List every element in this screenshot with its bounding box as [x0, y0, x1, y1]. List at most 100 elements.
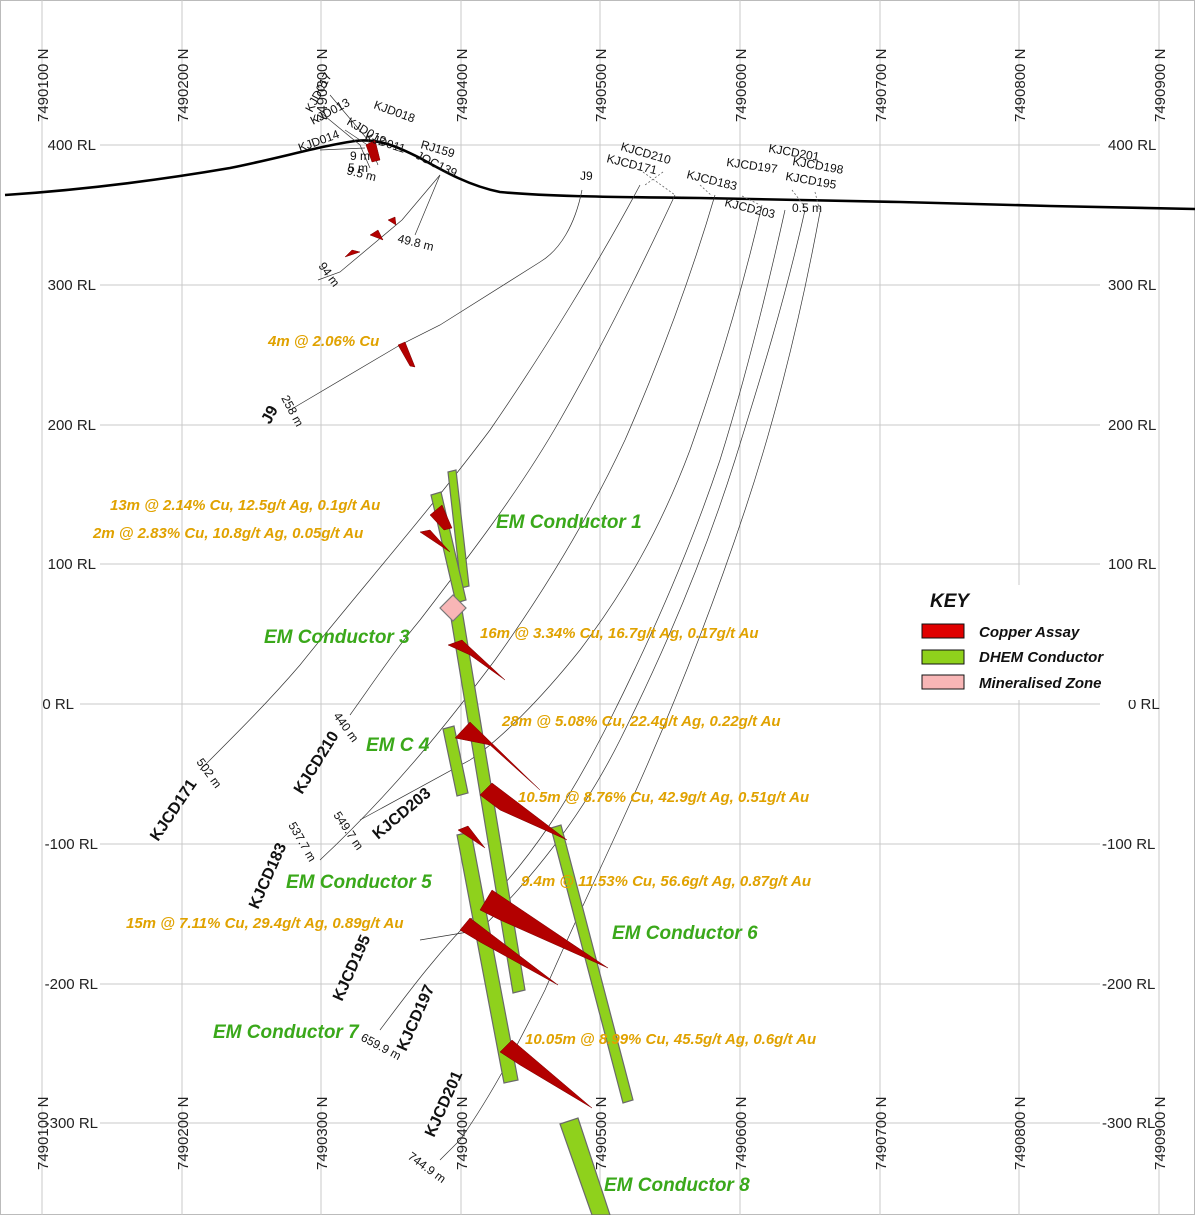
- depth-label: 549.7 m: [331, 809, 367, 853]
- em-conductor-8-plate: [559, 1117, 611, 1215]
- copper-assay: [454, 721, 541, 791]
- northing-label: 7490600 N: [733, 49, 750, 122]
- copper-assay: [419, 529, 451, 553]
- hole-tag-kjcd195: KJCD195: [330, 932, 374, 1003]
- assay-label: 9.4m @ 11.53% Cu, 56.6g/t Ag, 0.87g/t Au: [521, 873, 811, 890]
- northing-label: 7490200 N: [175, 49, 192, 122]
- drill-hole-trace: [319, 147, 366, 151]
- rl-labels-right: 400 RL 300 RL 200 RL 100 RL 0 RL -100 RL…: [1102, 137, 1160, 1132]
- copper-assays: [344, 139, 609, 1109]
- drill-hole-trace: [439, 211, 821, 1161]
- legend-swatch-copper: [921, 623, 965, 639]
- surface-line: [4, 139, 1195, 211]
- northing-label: 7490600 N: [733, 1097, 750, 1170]
- drill-hole-trace: [349, 194, 676, 716]
- northing-label: 7490700 N: [873, 49, 890, 122]
- legend: KEY Copper Assay DHEM Conductor Minerali…: [910, 585, 1140, 700]
- northing-label: 7490400 N: [454, 1097, 471, 1170]
- copper-assay: [459, 917, 559, 986]
- northing-label: 7490500 N: [593, 49, 610, 122]
- legend-label-mineralised: Mineralised Zone: [979, 675, 1102, 692]
- depth-label: 0.5 m: [792, 201, 822, 215]
- em-conductor-6-label: EM Conductor 6: [612, 923, 758, 944]
- hole-tag-kjcd183: KJCD183: [246, 840, 290, 911]
- mineralised-zone: [439, 594, 467, 622]
- rl-grid: [80, 144, 1100, 1124]
- assay-label: 10.05m @ 8.99% Cu, 45.5g/t Ag, 0.6g/t Au: [525, 1031, 816, 1048]
- em-conductor-5-label: EM Conductor 5: [286, 872, 432, 893]
- drill-hole-trace: [359, 204, 763, 821]
- copper-assay: [479, 889, 609, 969]
- northing-label: 7490500 N: [593, 1097, 610, 1170]
- rl-label: -300 RL: [1102, 1115, 1155, 1132]
- copper-assay: [369, 229, 384, 241]
- northing-labels-top: 7490100 N 7490200 N 7490300 N 7490400 N …: [35, 49, 1169, 122]
- copper-assay: [344, 249, 361, 258]
- em-conductor-7-label: EM Conductor 7: [213, 1022, 360, 1043]
- legend-label-dhem: DHEM Conductor: [979, 649, 1104, 666]
- drill-hole-trace: [317, 174, 441, 281]
- rl-label: 300 RL: [48, 277, 96, 294]
- rl-label: 0 RL: [42, 696, 74, 713]
- hole-tag-kjcd210: KJCD210: [291, 728, 343, 797]
- depth-label: 258 m: [278, 393, 306, 429]
- rl-label: 300 RL: [1108, 277, 1156, 294]
- rl-labels-left: 400 RL 300 RL 200 RL 100 RL 0 RL -100 RL…: [42, 137, 98, 1132]
- depth-label: 9 m: [350, 149, 370, 163]
- depth-label: 5 m: [348, 161, 368, 175]
- rl-label: 100 RL: [1108, 556, 1156, 573]
- hole-label: KJD014: [296, 127, 341, 155]
- em-conductor-1-plate: [447, 469, 470, 589]
- em-conductor-1-label: EM Conductor 1: [496, 512, 642, 533]
- rl-label: 100 RL: [48, 556, 96, 573]
- dhem-conductors: [430, 469, 634, 1215]
- hole-tag-kjcd197: KJCD197: [394, 982, 438, 1053]
- drill-hole-trace: [289, 189, 583, 411]
- northing-label: 7490700 N: [873, 1097, 890, 1170]
- northing-label: 7490100 N: [35, 49, 52, 122]
- legend-swatch-dhem: [921, 649, 965, 665]
- depth-label: 744.9 m: [405, 1149, 448, 1186]
- northing-label: 7490100 N: [35, 1097, 52, 1170]
- hole-label: J9: [580, 169, 593, 183]
- hole-label: KJCD197: [726, 155, 779, 176]
- assay-label: 13m @ 2.14% Cu, 12.5g/t Ag, 0.1g/t Au: [110, 497, 380, 514]
- legend-label-copper: Copper Assay: [979, 624, 1080, 641]
- hole-label: KJCD183: [685, 167, 739, 193]
- northing-label: 7490900 N: [1152, 1097, 1169, 1170]
- copper-assay: [429, 504, 453, 531]
- hole-tag-j9: J9: [259, 403, 282, 427]
- assay-label: 28m @ 5.08% Cu, 22.4g/t Ag, 0.22g/t Au: [501, 713, 781, 730]
- em-conductor-8-label: EM Conductor 8: [604, 1175, 750, 1196]
- rl-label: 400 RL: [1108, 137, 1156, 154]
- copper-assay: [387, 216, 397, 226]
- depth-label: 537.7 m: [285, 820, 319, 865]
- northing-label: 7490300 N: [314, 49, 331, 122]
- conductor-labels: EM Conductor 1 EM Conductor 3 EM C 4 EM …: [213, 512, 758, 1196]
- assay-label: 10.5m @ 8.76% Cu, 42.9g/t Ag, 0.51g/t Au: [518, 789, 809, 806]
- depth-label: 9.5 m: [345, 163, 378, 184]
- assay-label: 4m @ 2.06% Cu: [267, 333, 379, 350]
- assay-label: 15m @ 7.11% Cu, 29.4g/t Ag, 0.89g/t Au: [126, 915, 404, 932]
- drill-hole-trace: [414, 174, 441, 236]
- em-conductor-4-plate: [442, 725, 469, 797]
- em-conductor-3-label: EM Conductor 3: [264, 627, 410, 648]
- hole-tag-kjcd171: KJCD171: [147, 776, 200, 844]
- depth-label: 49.8 m: [396, 231, 435, 253]
- northing-label: 7490800 N: [1012, 1097, 1029, 1170]
- copper-assay: [479, 782, 568, 841]
- rl-label: 200 RL: [48, 417, 96, 434]
- rl-label: -300 RL: [45, 1115, 98, 1132]
- northing-label: 7490300 N: [314, 1097, 331, 1170]
- em-conductor-4-label: EM C 4: [366, 735, 430, 756]
- assay-label: 2m @ 2.83% Cu, 10.8g/t Ag, 0.05g/t Au: [92, 525, 363, 542]
- rl-label: -100 RL: [45, 836, 98, 853]
- rl-label: 0 RL: [1128, 696, 1160, 713]
- northing-label: 7490400 N: [454, 49, 471, 122]
- legend-swatch-mineralised: [921, 674, 965, 690]
- copper-assay: [397, 341, 416, 368]
- copper-assay: [365, 139, 381, 163]
- drill-hole-trace: [319, 111, 371, 169]
- drill-hole-trace: [419, 209, 806, 941]
- hole-tag-kjcd203: KJCD203: [370, 785, 435, 843]
